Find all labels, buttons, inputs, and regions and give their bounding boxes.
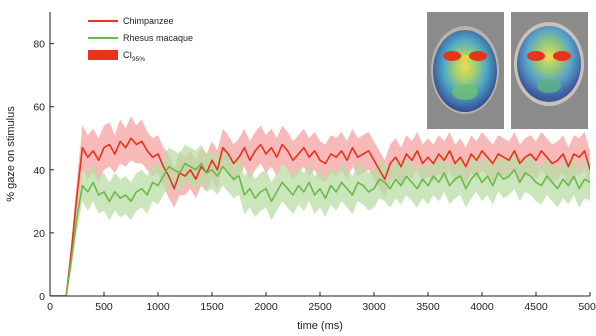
x-tick-label: 0	[47, 301, 53, 313]
x-axis-label: time (ms)	[297, 320, 343, 332]
x-tick-label: 3500	[416, 301, 440, 313]
y-tick-label: 80	[33, 39, 45, 51]
macaque-heatmap	[511, 12, 588, 129]
y-tick-label: 40	[33, 165, 45, 177]
x-tick-label: 500	[95, 301, 113, 313]
y-tick-label: 60	[33, 102, 45, 114]
legend-label-rhesus-macaque: Rhesus macaque	[123, 33, 193, 43]
legend-label-ci: CI95%	[123, 50, 145, 63]
legend: Chimpanzee Rhesus macaque CI95%	[88, 16, 193, 63]
x-tick-label: 1000	[146, 301, 170, 313]
chimpanzee-heatmap	[427, 12, 504, 129]
x-tick-label: 1500	[200, 301, 224, 313]
legend-label-chimpanzee: Chimpanzee	[123, 16, 174, 26]
x-tick-label: 4500	[524, 301, 548, 313]
series-line-rhesus-macaque	[50, 162, 590, 296]
x-tick-label: 4000	[470, 301, 494, 313]
y-axis-label: % gaze on stimulus	[5, 106, 17, 202]
x-tick-label: 3000	[362, 301, 386, 313]
legend-ci-subscript: 95%	[132, 56, 145, 63]
legend-ci-text: CI	[123, 50, 132, 60]
y-tick-label: 20	[33, 228, 45, 240]
ci-band-rhesus-macaque	[50, 144, 590, 296]
x-tick-label: 2000	[254, 301, 278, 313]
x-tick-label: 2500	[308, 301, 332, 313]
legend-swatch-ci	[88, 50, 118, 60]
series-line-chimpanzee	[50, 137, 590, 296]
y-tick-label: 0	[39, 291, 45, 303]
x-tick-label: 5000	[578, 301, 596, 313]
